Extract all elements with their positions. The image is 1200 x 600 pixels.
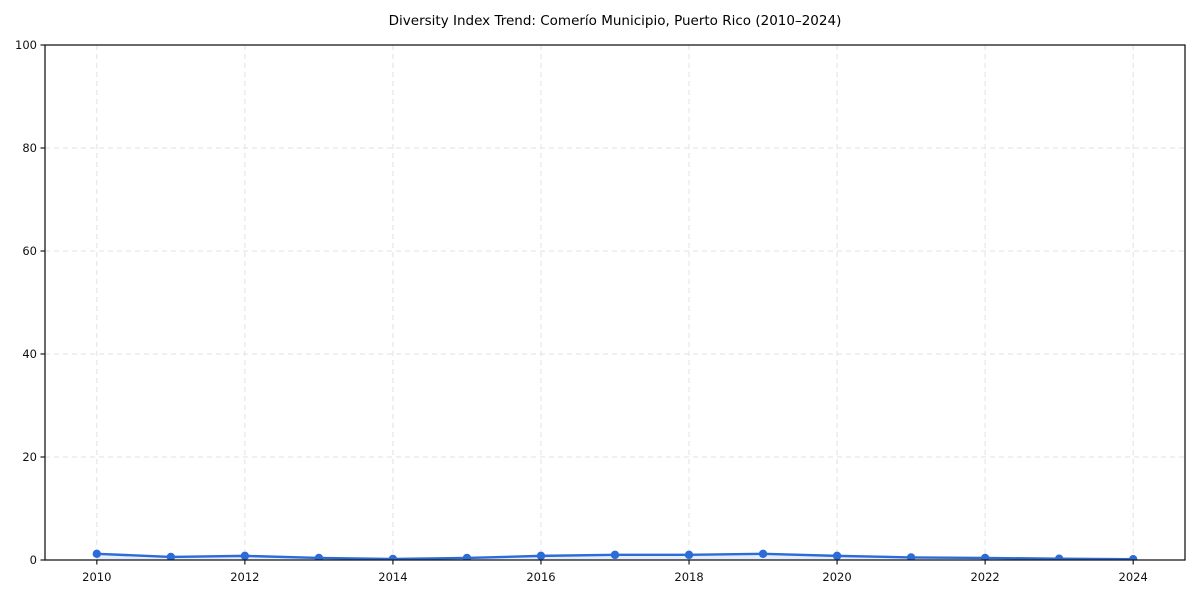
chart-title: Diversity Index Trend: Comerío Municipio… — [388, 13, 842, 29]
data-point-2011 — [166, 552, 176, 560]
x-tick-label-2010: 2010 — [82, 570, 111, 584]
x-tick-label-2020: 2020 — [822, 570, 851, 584]
data-point-2016 — [536, 551, 546, 560]
y-tick-label-80: 80 — [22, 141, 37, 155]
plot-border — [44, 44, 1186, 561]
x-tick-label-2014: 2014 — [378, 570, 407, 584]
x-tick-label-2016: 2016 — [526, 570, 555, 584]
data-point-2019 — [758, 549, 768, 559]
data-point-2013 — [314, 553, 324, 560]
data-point-2021 — [906, 553, 916, 560]
x-tick-label-2024: 2024 — [1119, 570, 1148, 584]
data-point-2015 — [462, 553, 472, 560]
x-tick-label-2018: 2018 — [674, 570, 703, 584]
y-tick-label-0: 0 — [30, 553, 37, 567]
data-point-2018 — [684, 550, 694, 560]
y-tick-label-20: 20 — [22, 450, 37, 464]
data-point-2014 — [388, 554, 398, 560]
data-point-2017 — [610, 550, 620, 560]
data-point-2020 — [832, 551, 842, 560]
data-point-2024 — [1128, 555, 1138, 560]
data-point-2023 — [1054, 554, 1064, 560]
y-tick-label-100: 100 — [15, 38, 37, 52]
data-point-2012 — [240, 551, 250, 560]
x-tick-label-2012: 2012 — [230, 570, 259, 584]
plot-background — [45, 45, 1185, 560]
y-tick-label-40: 40 — [22, 347, 37, 361]
y-tick-label-60: 60 — [22, 244, 37, 258]
data-point-2010 — [92, 549, 102, 559]
x-tick-label-2022: 2022 — [970, 570, 999, 584]
data-point-2022 — [980, 553, 990, 560]
